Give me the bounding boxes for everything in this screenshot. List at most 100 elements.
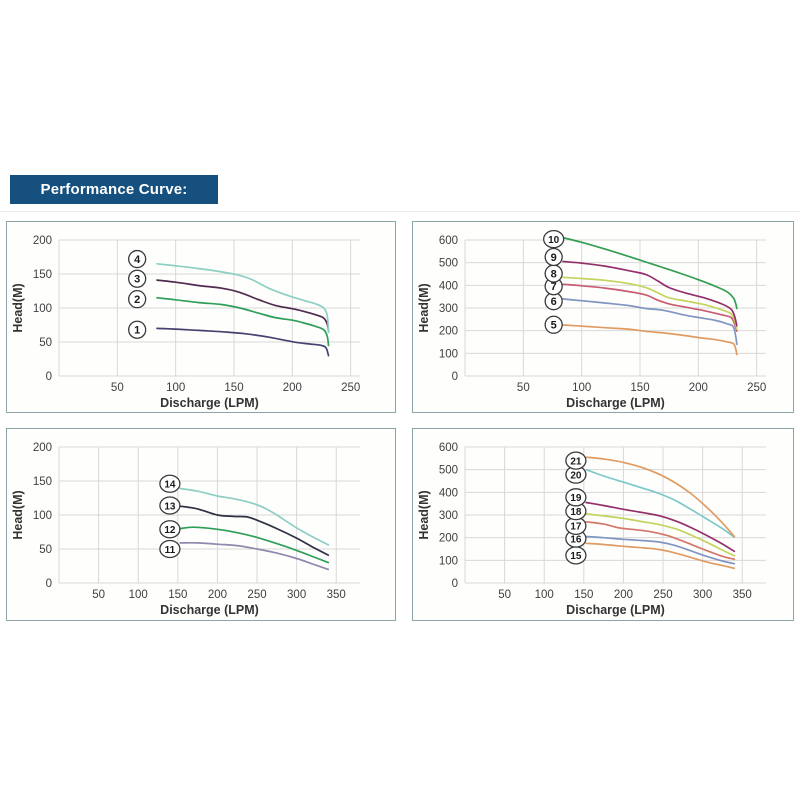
header-divider xyxy=(0,211,800,212)
x-tick-label: 50 xyxy=(92,589,105,601)
x-axis-title: Discharge (LPM) xyxy=(160,603,259,617)
curve-18 xyxy=(585,513,736,557)
y-tick-label: 0 xyxy=(452,371,458,383)
svg-text:19: 19 xyxy=(570,493,582,504)
y-tick-label: 300 xyxy=(439,510,458,522)
chart-panel-curves-5-10: 0 100 200 300 400 500 600 50 100 150 200 250 Dischar… xyxy=(412,221,794,413)
curve-21 xyxy=(585,456,736,538)
y-tick-label: 500 xyxy=(439,465,458,477)
curve-label-1: 1 xyxy=(128,320,147,339)
x-tick-label: 250 xyxy=(653,589,672,601)
svg-text:10: 10 xyxy=(548,235,560,246)
curve-label-19: 19 xyxy=(565,488,587,507)
x-tick-label: 250 xyxy=(747,382,766,394)
curve-1 xyxy=(156,327,330,357)
svg-text:1: 1 xyxy=(134,325,140,337)
performance-chart-4: 0 100 200 300 400 500 600 50 100 150 200 250 300 350 D… xyxy=(417,442,766,617)
chart-panel-curves-15-21: 0 100 200 300 400 500 600 50 100 150 200 250 300 350 D… xyxy=(412,428,794,621)
y-tick-label: 50 xyxy=(39,337,52,349)
svg-text:8: 8 xyxy=(551,268,557,280)
curve-14 xyxy=(179,487,330,546)
curve-label-14: 14 xyxy=(159,474,181,493)
axis-ticks: 0 50 100 150 200 50 100 150 200 250 300 350 xyxy=(33,442,346,601)
x-tick-label: 200 xyxy=(283,382,302,394)
svg-text:2: 2 xyxy=(134,294,140,306)
y-tick-label: 0 xyxy=(452,578,458,590)
y-tick-label: 300 xyxy=(439,303,458,315)
svg-text:15: 15 xyxy=(570,551,582,562)
curve-12 xyxy=(179,526,330,564)
curve-label-17: 17 xyxy=(565,516,587,536)
x-tick-label: 100 xyxy=(572,382,591,394)
x-tick-label: 50 xyxy=(498,589,511,601)
curve-label-15: 15 xyxy=(565,546,587,565)
svg-text:16: 16 xyxy=(570,534,582,545)
x-tick-label: 350 xyxy=(733,589,752,601)
curve-10 xyxy=(562,236,738,310)
x-tick-label: 300 xyxy=(693,589,712,601)
x-tick-label: 50 xyxy=(517,382,530,394)
curve-label-12: 12 xyxy=(159,520,181,539)
curve-label-9: 9 xyxy=(544,247,563,267)
svg-text:12: 12 xyxy=(164,525,176,536)
x-tick-label: 150 xyxy=(224,382,243,394)
y-tick-label: 50 xyxy=(39,544,52,556)
y-tick-label: 400 xyxy=(439,280,458,292)
curve-label-10: 10 xyxy=(543,229,565,249)
svg-text:6: 6 xyxy=(551,296,557,308)
x-axis-title: Discharge (LPM) xyxy=(160,396,259,410)
svg-text:11: 11 xyxy=(165,545,176,556)
performance-chart-3: 0 50 100 150 200 50 100 150 200 250 300 350 Discharg… xyxy=(11,442,360,617)
y-axis-title: Head(M) xyxy=(11,490,25,539)
x-tick-label: 100 xyxy=(166,382,185,394)
y-tick-label: 100 xyxy=(33,303,52,315)
curve-7 xyxy=(562,283,738,332)
performance-chart-2: 0 100 200 300 400 500 600 50 100 150 200 250 Dischar… xyxy=(417,229,766,410)
curve-label-4: 4 xyxy=(128,249,147,269)
curve-label-8: 8 xyxy=(544,264,563,283)
axis-ticks: 0 100 200 300 400 500 600 50 100 150 200 250 300 350 xyxy=(439,442,752,601)
y-tick-label: 200 xyxy=(33,235,52,247)
svg-text:9: 9 xyxy=(551,252,557,264)
x-tick-label: 150 xyxy=(630,382,649,394)
gridlines xyxy=(58,239,360,377)
svg-text:14: 14 xyxy=(164,480,176,491)
curve-11 xyxy=(179,541,330,571)
chart-panel-curves-1-4: 0 50 100 150 200 50 100 150 200 250 Discharge (LPM… xyxy=(6,221,396,413)
gridlines xyxy=(464,446,766,584)
x-tick-label: 200 xyxy=(208,589,227,601)
y-tick-label: 100 xyxy=(439,555,458,567)
y-tick-label: 600 xyxy=(439,442,458,454)
y-tick-label: 600 xyxy=(439,235,458,247)
curve-label-5: 5 xyxy=(544,315,563,334)
x-tick-label: 150 xyxy=(168,589,187,601)
curve-label-3: 3 xyxy=(128,269,147,288)
y-axis-title: Head(M) xyxy=(417,283,431,332)
y-tick-label: 150 xyxy=(33,269,52,281)
y-tick-label: 100 xyxy=(33,510,52,522)
curve-label-13: 13 xyxy=(159,496,181,515)
curve-2 xyxy=(156,296,330,347)
gridlines xyxy=(58,446,360,584)
curve-16 xyxy=(585,535,736,565)
y-tick-label: 500 xyxy=(439,258,458,270)
performance-chart-1: 0 50 100 150 200 50 100 150 200 250 Discharge (LPM… xyxy=(11,235,360,410)
svg-text:20: 20 xyxy=(570,470,582,481)
curve-label-11: 11 xyxy=(159,539,181,559)
curve-17 xyxy=(585,520,736,561)
axis-ticks: 0 100 200 300 400 500 600 50 100 150 200 250 xyxy=(439,235,766,394)
gridlines xyxy=(464,239,766,377)
x-tick-label: 250 xyxy=(341,382,360,394)
curve-8 xyxy=(562,276,738,330)
curve-9 xyxy=(562,260,738,327)
x-tick-label: 150 xyxy=(574,589,593,601)
x-tick-label: 350 xyxy=(327,589,346,601)
page-title: Performance Curve: xyxy=(10,175,218,204)
x-tick-label: 100 xyxy=(129,589,148,601)
x-tick-label: 300 xyxy=(287,589,306,601)
y-tick-label: 100 xyxy=(439,348,458,360)
curve-4 xyxy=(156,262,330,334)
x-tick-label: 250 xyxy=(247,589,266,601)
svg-text:3: 3 xyxy=(134,274,140,286)
curve-5 xyxy=(562,324,738,356)
